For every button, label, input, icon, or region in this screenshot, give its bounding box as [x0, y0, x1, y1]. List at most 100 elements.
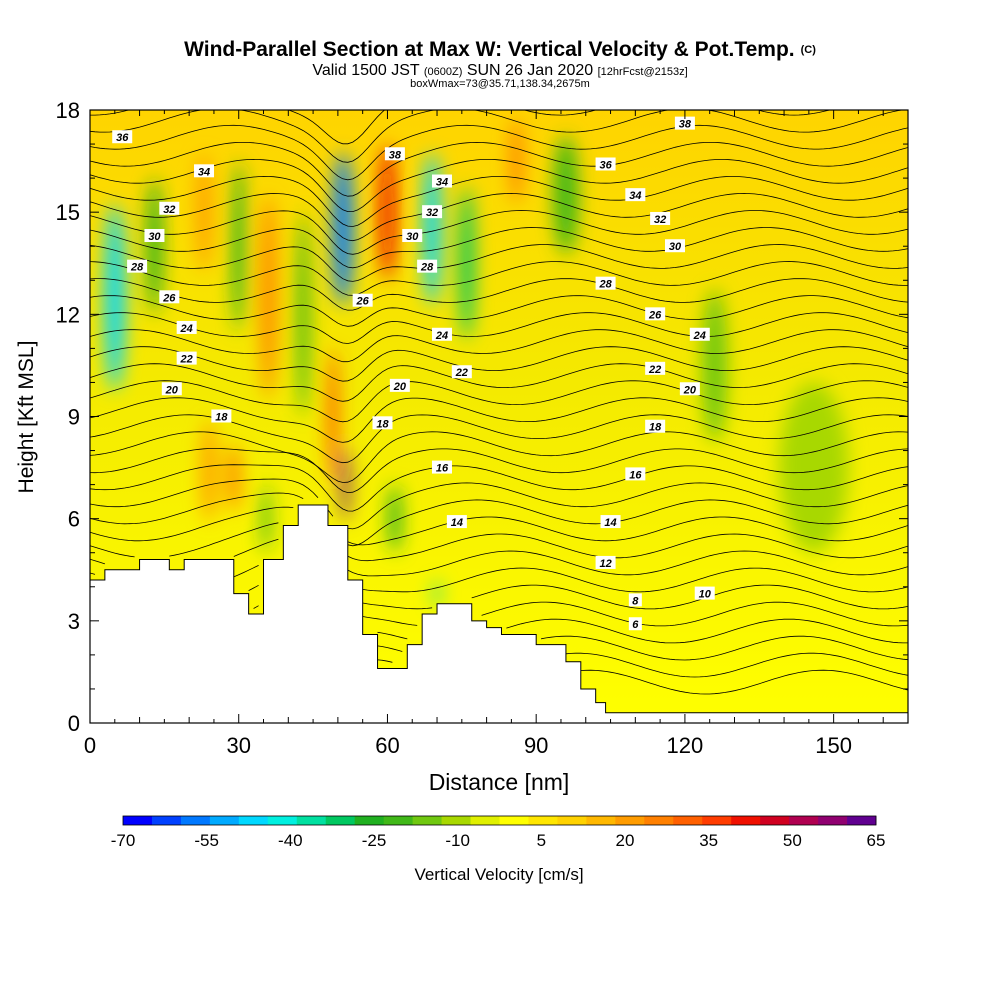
- contour-label: 34: [431, 174, 452, 189]
- contour-label: 10: [694, 586, 715, 601]
- contour-label-text: 28: [598, 279, 612, 291]
- colorbar-tick-label: -55: [194, 831, 219, 850]
- x-tick-label: 150: [815, 733, 852, 758]
- contour-label-text: 18: [215, 412, 228, 424]
- y-tick-label: 0: [68, 711, 80, 736]
- contour-label-text: 34: [198, 166, 210, 178]
- colorbar-swatch: [354, 816, 385, 825]
- contour-label: 20: [389, 378, 410, 393]
- x-tick-label: 30: [226, 733, 250, 758]
- velocity-cell: [227, 443, 240, 512]
- terrain: [90, 504, 908, 723]
- isentrope-line: [90, 141, 908, 197]
- contour-label-text: 12: [599, 558, 611, 570]
- colorbar-swatch: [731, 816, 761, 825]
- isentrope-line: [90, 448, 908, 494]
- velocity-cell: [779, 382, 849, 553]
- colorbar-swatch: [702, 816, 732, 825]
- isentrope-line: [248, 584, 908, 610]
- contour-label-text: 22: [455, 367, 468, 379]
- isentrope-line: [253, 601, 908, 627]
- velocity-cell: [296, 212, 310, 417]
- chart-subtitle: Valid 1500 JST (0600Z) SUN 26 Jan 2020 […: [312, 62, 688, 79]
- isentrope-line: [90, 522, 908, 562]
- contour-label: 34: [625, 188, 646, 202]
- colorbar-swatch: [209, 816, 240, 825]
- contour-label-text: 20: [165, 384, 179, 396]
- velocity-cell: [341, 447, 350, 523]
- contour-label-text: 38: [679, 119, 692, 131]
- isentrope-line: [90, 478, 908, 530]
- isentrope-line: [90, 210, 908, 255]
- contour-label-text: 36: [599, 159, 612, 171]
- contour-label-text: 34: [629, 190, 641, 202]
- contour-label-text: 26: [648, 309, 662, 321]
- contour-label: 26: [645, 307, 666, 321]
- velocity-cell: [380, 144, 395, 281]
- y-tick-label: 3: [68, 609, 80, 634]
- contour-label: 36: [595, 157, 616, 171]
- velocity-cell: [262, 484, 270, 553]
- contour-label: 38: [674, 116, 695, 131]
- colorbar-swatch: [644, 816, 674, 825]
- contour-label: 14: [600, 515, 621, 529]
- colorbar-swatch: [499, 816, 529, 825]
- colorbar-tick-label: 65: [867, 831, 886, 850]
- isentrope-line: [580, 669, 908, 695]
- colorbar-frame: [122, 815, 877, 826]
- colorbar-tick-label: -25: [362, 831, 387, 850]
- contour-label-text: 20: [393, 381, 407, 393]
- colorbar-swatch: [818, 816, 848, 825]
- contour-label-text: 38: [389, 149, 402, 161]
- velocity-cell: [553, 135, 579, 255]
- contour-label-text: 32: [426, 207, 438, 219]
- contour-label: 18: [645, 419, 666, 434]
- isentrope-line: [90, 312, 908, 344]
- contour-label: 22: [645, 361, 666, 376]
- y-tick-label: 12: [56, 302, 80, 327]
- velocity-cell: [147, 178, 162, 315]
- isentrope-line: [90, 261, 908, 296]
- contour-label-text: 16: [436, 463, 449, 475]
- contour-label: 34: [194, 164, 215, 178]
- contour-label: 28: [595, 276, 616, 291]
- contour-label: 22: [451, 365, 472, 379]
- y-tick-label: 6: [68, 507, 80, 532]
- contour-label-text: 8: [632, 595, 639, 607]
- isentrope-line: [377, 652, 908, 678]
- colorbar-swatch: [673, 816, 703, 825]
- colorbar-tick-label: 50: [783, 831, 802, 850]
- colorbar-tick-label: 5: [537, 831, 546, 850]
- x-tick-label: 90: [524, 733, 548, 758]
- y-tick-label: 9: [68, 405, 80, 430]
- contour-label: 30: [402, 229, 423, 243]
- contour-label-text: 6: [632, 619, 639, 631]
- velocity-cell: [332, 152, 353, 306]
- isentrope-line: [90, 565, 908, 593]
- contour-label-text: 26: [162, 292, 176, 304]
- contour-label-text: 14: [451, 517, 463, 529]
- colorbar-swatch: [470, 816, 500, 825]
- contour-label-text: 26: [356, 296, 370, 308]
- colorbar-swatch: [441, 816, 471, 825]
- contour-label-text: 28: [420, 262, 434, 274]
- contour-label: 30: [144, 229, 165, 243]
- colorbar-swatch: [238, 816, 269, 825]
- isentrope-line: [90, 538, 908, 577]
- velocity-cell: [196, 152, 212, 272]
- colorbar-swatch: [586, 816, 616, 825]
- isentrope-line: [90, 110, 832, 145]
- isentrope-line: [90, 506, 908, 546]
- velocity-cell: [261, 195, 276, 400]
- contour-label: 28: [417, 259, 438, 274]
- contour-label-text: 24: [435, 330, 448, 342]
- contour-label-text: 20: [683, 384, 697, 396]
- contour-label: 26: [352, 293, 373, 308]
- colorbar-label: Vertical Velocity [cm/s]: [414, 865, 583, 884]
- y-axis-label: Height [Kft MSL]: [15, 341, 38, 494]
- vertical-velocity-field: [104, 118, 849, 608]
- contour-label-text: 36: [116, 132, 129, 144]
- contour-label-text: 32: [654, 214, 666, 226]
